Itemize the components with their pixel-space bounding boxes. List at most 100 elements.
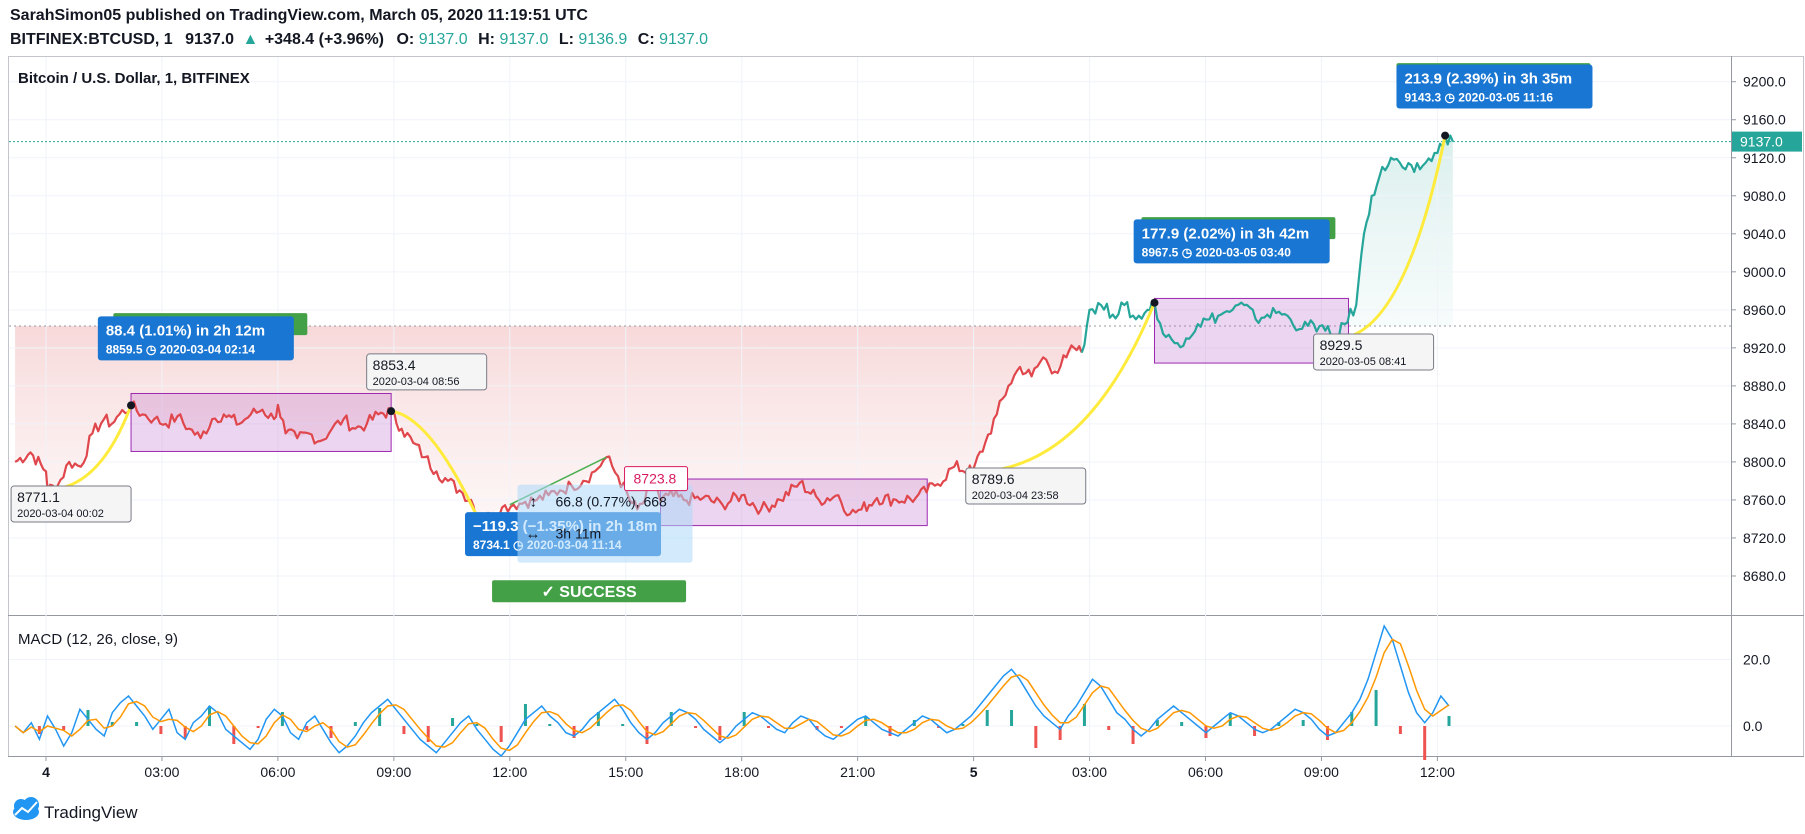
time-tick-label: 12:00 xyxy=(492,764,527,780)
open-value: 9137.0 xyxy=(419,31,468,48)
ruler-tooltip xyxy=(517,484,693,563)
symbol: BITFINEX:BTCUSD, 1 xyxy=(10,31,173,48)
macd-histogram-bar xyxy=(1277,722,1281,726)
macd-histogram-bar xyxy=(232,726,236,744)
macd-histogram-bar xyxy=(1325,726,1329,740)
macd-histogram-bar xyxy=(1350,712,1354,726)
ruler-price-label: 8723.8 xyxy=(634,471,677,487)
measure-box xyxy=(1133,219,1330,264)
price-tick-label: 9000.0 xyxy=(1743,264,1786,280)
macd-histogram-bar xyxy=(694,726,698,728)
price-tick-label: 9200.0 xyxy=(1743,74,1786,90)
price-tick-label: 9040.0 xyxy=(1743,226,1786,242)
pivot-point xyxy=(387,407,396,416)
price-label-value: 8853.4 xyxy=(373,357,416,373)
macd-histogram-bar xyxy=(378,708,382,726)
ruler-price-change: 66.8 (0.77%), 668 xyxy=(556,494,668,510)
gain-area-fill xyxy=(1336,135,1453,326)
high-label: H: xyxy=(478,31,495,48)
price-label-date: 2020-03-04 08:56 xyxy=(373,376,460,388)
macd-histogram-bar xyxy=(961,724,965,726)
ohlc-line: BITFINEX:BTCUSD, 1 9137.0 ▲ +348.4 (+3.9… xyxy=(10,31,708,48)
macd-histogram-bar xyxy=(669,712,673,726)
success-label: ✓ SUCCESS xyxy=(541,584,637,601)
macd-histogram-bar xyxy=(548,724,552,726)
cloud-icon xyxy=(13,797,39,820)
pivot-point xyxy=(1441,131,1450,140)
macd-histogram-bar xyxy=(475,724,479,726)
loss-area-fill xyxy=(15,325,1082,525)
macd-histogram-bar xyxy=(1107,726,1111,730)
price-label-box xyxy=(1313,333,1435,371)
measure-box xyxy=(1396,64,1593,109)
pivot-point xyxy=(127,401,136,410)
macd-histogram-bar xyxy=(329,726,333,738)
macd-histogram-bar xyxy=(839,726,843,728)
pivot-point xyxy=(1150,298,1159,307)
price-tick-label: 9080.0 xyxy=(1743,188,1786,204)
macd-histogram-bar xyxy=(1374,690,1378,726)
success-badge xyxy=(492,580,687,603)
macd-histogram-bar xyxy=(1423,726,1427,760)
macd-histogram-bar xyxy=(937,726,941,728)
signal-line xyxy=(14,638,1450,752)
ruler-duration: 3h 11m xyxy=(556,526,602,542)
change-value: +348.4 (+3.96%) xyxy=(265,31,384,48)
macd-histogram-bar xyxy=(572,726,576,738)
price-label-date: 2020-03-04 00:02 xyxy=(17,508,104,520)
macd-histogram-bar xyxy=(523,704,527,726)
price-tick-label: 8680.0 xyxy=(1743,568,1786,584)
last-price-label: 9137.0 xyxy=(1740,134,1783,150)
macd-histogram-bar xyxy=(1301,720,1305,726)
chart-title: Bitcoin / U.S. Dollar, 1, BITFINEX xyxy=(18,70,250,87)
price-label-date: 2020-03-04 23:58 xyxy=(972,490,1059,502)
low-value: 9136.9 xyxy=(578,31,627,48)
time-tick-label: 06:00 xyxy=(260,764,295,780)
price-label-value: 8929.5 xyxy=(1320,337,1363,353)
time-tick-label: 18:00 xyxy=(724,764,759,780)
macd-histogram-bar xyxy=(1180,722,1184,726)
price-label-value: 8789.6 xyxy=(972,471,1015,487)
measure-box-date: 8859.5 ◷ 2020-03-04 02:14 xyxy=(106,342,256,356)
time-tick-label: 09:00 xyxy=(376,764,411,780)
time-tick-label: 21:00 xyxy=(840,764,875,780)
measure-box-date: 8967.5 ◷ 2020-03-05 03:40 xyxy=(1142,245,1292,259)
price-tick-label: 9160.0 xyxy=(1743,112,1786,128)
price-tick-label: 8840.0 xyxy=(1743,416,1786,432)
close-value: 9137.0 xyxy=(659,31,708,48)
time-tick-label: 06:00 xyxy=(1188,764,1223,780)
macd-histogram-bar xyxy=(256,726,260,728)
macd-histogram-bar xyxy=(402,726,406,734)
price-tick-label: 8880.0 xyxy=(1743,378,1786,394)
price-tick-label: 8960.0 xyxy=(1743,302,1786,318)
macd-histogram-bar xyxy=(159,726,163,734)
time-tick-label: 15:00 xyxy=(608,764,643,780)
macd-histogram-bar xyxy=(815,726,819,730)
time-tick-label: 09:00 xyxy=(1304,764,1339,780)
macd-line xyxy=(14,624,1450,758)
macd-histogram-bar xyxy=(280,712,284,726)
time-tick-label: 5 xyxy=(970,764,978,780)
macd-histogram-bar xyxy=(985,710,989,726)
last-price-badge xyxy=(1732,131,1802,152)
macd-histogram-bar xyxy=(718,726,722,740)
price-tick-label: 8720.0 xyxy=(1743,530,1786,546)
macd-histogram-bar xyxy=(37,726,41,734)
macd-histogram-bar xyxy=(451,718,455,726)
macd-histogram-bar xyxy=(86,710,90,726)
time-tick-label: 4 xyxy=(42,764,50,780)
current-price: 9137.0 xyxy=(185,31,234,48)
macd-histogram-bar xyxy=(1398,726,1402,734)
macd-histogram-bar xyxy=(1034,726,1038,748)
macd-histogram-bar xyxy=(183,726,187,738)
macd-histogram-bar xyxy=(305,726,309,730)
macd-histogram-bar xyxy=(1447,716,1451,726)
price-series-line xyxy=(1080,134,1454,353)
measure-box-change: 88.4 (1.01%) in 2h 12m xyxy=(106,322,265,339)
high-value: 9137.0 xyxy=(499,31,548,48)
close-label: C: xyxy=(638,31,655,48)
macd-histogram-bar xyxy=(645,726,649,744)
macd-histogram-bar xyxy=(135,722,139,726)
macd-histogram-bar xyxy=(353,722,357,726)
